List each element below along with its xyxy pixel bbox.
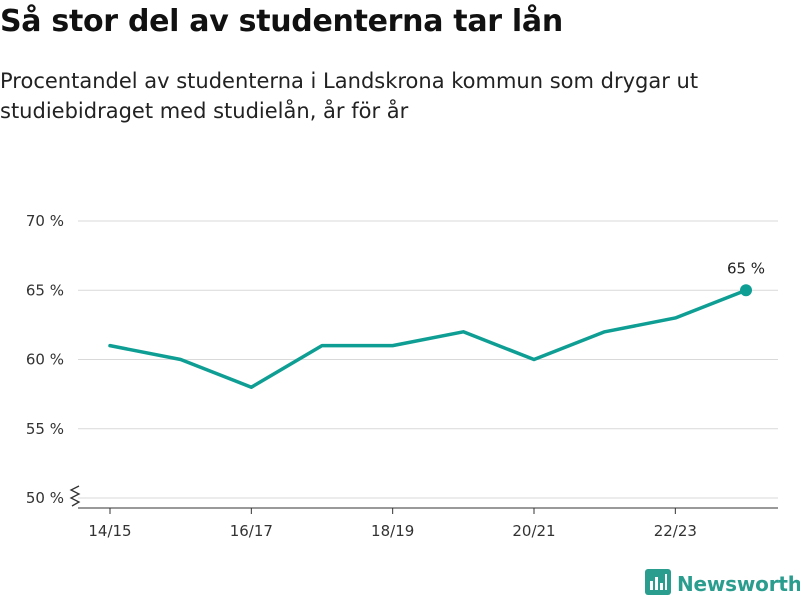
x-tick-label: 18/19 xyxy=(371,522,414,540)
y-tick-label: 50 % xyxy=(26,489,64,507)
series-line xyxy=(108,288,748,389)
y-axis-break-symbol xyxy=(69,485,81,507)
series-layer xyxy=(108,288,748,389)
y-tick-label: 55 % xyxy=(26,420,64,438)
axis-break-zigzag xyxy=(69,485,81,507)
brand-logo[interactable]: Newsworthy xyxy=(645,569,800,599)
chart-title: Så stor del av studenterna tar lån xyxy=(0,4,563,39)
x-tick-label: 16/17 xyxy=(230,522,273,540)
gridlines xyxy=(78,220,778,499)
annotations: 65 % xyxy=(727,259,765,277)
chart-subtitle: Procentandel av studenterna i Landskrona… xyxy=(0,69,699,123)
newsworthy-logo-icon xyxy=(645,569,671,599)
x-tick-label: 20/21 xyxy=(512,522,555,540)
brand-name: Newsworthy xyxy=(677,572,800,596)
y-tick-label: 65 % xyxy=(26,281,64,299)
x-tick-label: 14/15 xyxy=(88,522,131,540)
highlighted-data-point xyxy=(740,284,752,297)
data-points xyxy=(740,284,752,297)
y-axis-tick-labels: 50 % 55 % 60 % 65 % 70 % xyxy=(26,212,64,507)
data-label: 65 % xyxy=(727,259,765,277)
x-axis-ticks: 14/15 16/17 18/19 20/21 22/23 xyxy=(88,508,697,540)
y-tick-label: 70 % xyxy=(26,212,64,230)
x-tick-label: 22/23 xyxy=(654,522,697,540)
y-tick-label: 60 % xyxy=(26,351,64,369)
